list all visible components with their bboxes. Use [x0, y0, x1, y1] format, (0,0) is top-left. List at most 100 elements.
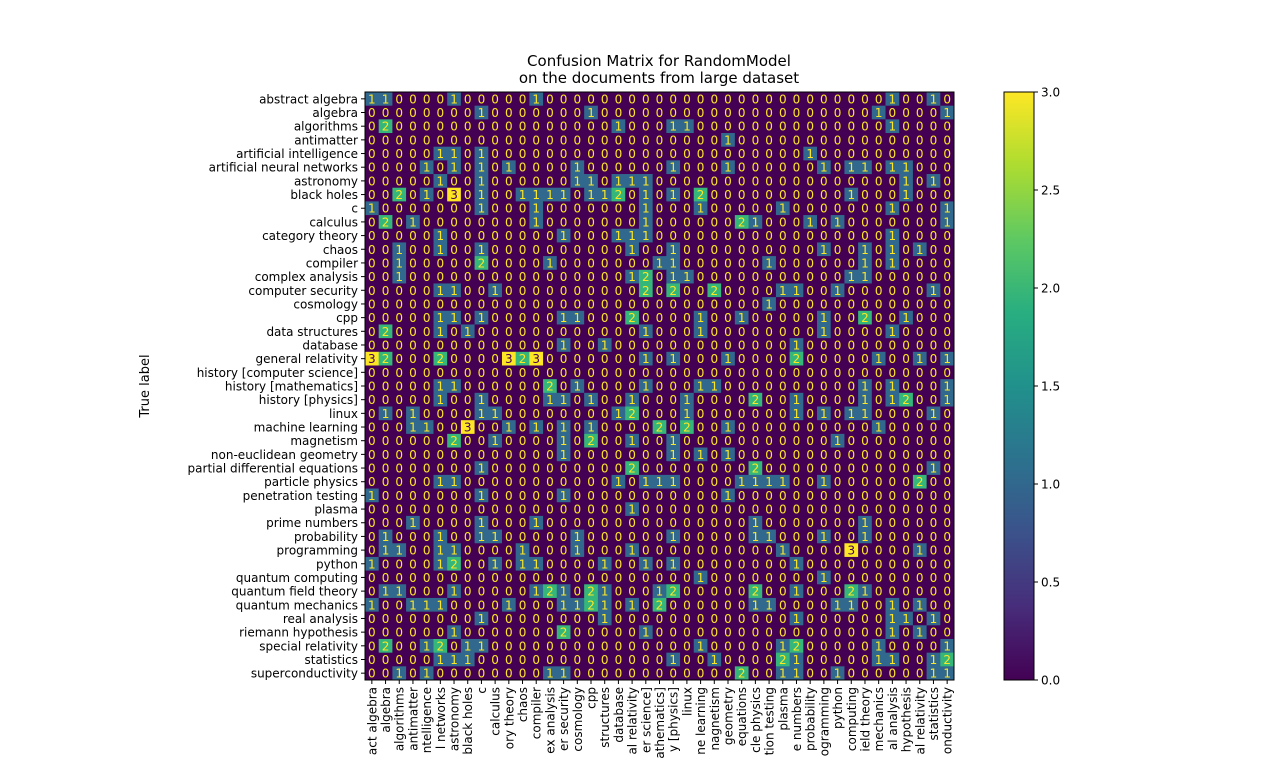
cell-value-label: 0 [601, 475, 609, 489]
matrix-cell [803, 201, 818, 216]
cell-value-label: 1 [395, 667, 403, 681]
cell-value-label: 1 [450, 626, 458, 640]
cell-value-label: 1 [916, 243, 924, 257]
cell-value-label: 0 [697, 626, 705, 640]
cell-value-label: 2 [519, 352, 527, 366]
matrix-cell [488, 242, 503, 257]
cell-value-label: 0 [628, 571, 636, 585]
matrix-cell [447, 105, 462, 120]
cell-value-label: 0 [505, 585, 513, 599]
cell-value-label: 0 [820, 188, 828, 202]
matrix-cell [529, 215, 544, 230]
cell-value-label: 0 [669, 297, 677, 311]
matrix-cell [570, 228, 585, 243]
cell-value-label: 0 [847, 147, 855, 161]
cell-value-label: 1 [669, 270, 677, 284]
cell-value-label: 1 [669, 188, 677, 202]
cell-value-label: 1 [423, 188, 431, 202]
cell-value-label: 0 [793, 202, 801, 216]
matrix-cell [803, 92, 818, 107]
cell-value-label: 0 [765, 338, 773, 352]
cell-value-label: 0 [669, 215, 677, 229]
cell-value-label: 1 [875, 639, 883, 653]
cell-value-label: 0 [738, 407, 746, 421]
cell-value-label: 0 [738, 598, 746, 612]
cell-value-label: 0 [930, 120, 938, 134]
cell-value-label: 0 [573, 270, 581, 284]
cell-value-label: 0 [889, 516, 897, 530]
cell-value-label: 1 [820, 475, 828, 489]
cell-value-label: 0 [834, 92, 842, 106]
cell-value-label: 0 [656, 338, 664, 352]
cell-value-label: 0 [669, 202, 677, 216]
cell-value-label: 0 [765, 188, 773, 202]
matrix-cell [365, 92, 380, 107]
cell-value-label: 0 [423, 215, 431, 229]
cell-value-label: 0 [532, 338, 540, 352]
cell-value-label: 0 [532, 270, 540, 284]
cell-value-label: 0 [834, 243, 842, 257]
matrix-cell [474, 187, 489, 202]
cell-value-label: 0 [532, 229, 540, 243]
cell-value-label: 0 [601, 174, 609, 188]
cell-value-label: 0 [861, 202, 869, 216]
cell-value-label: 0 [450, 133, 458, 147]
y-tick-label: magnetism [290, 434, 358, 448]
cell-value-label: 0 [642, 147, 650, 161]
cell-value-label: 1 [450, 585, 458, 599]
cell-value-label: 0 [437, 612, 445, 626]
matrix-cell [926, 160, 941, 175]
matrix-cell [638, 160, 654, 175]
cell-value-label: 0 [902, 120, 910, 134]
cell-value-label: 0 [642, 311, 650, 325]
cell-value-label: 0 [656, 530, 664, 544]
colorbar-tick-label: 0.5 [1041, 576, 1060, 590]
cell-value-label: 0 [820, 489, 828, 503]
x-tick-label: er science] [639, 687, 653, 753]
matrix-cell [775, 228, 791, 243]
matrix-cell [474, 92, 489, 107]
cell-value-label: 0 [683, 215, 691, 229]
matrix-cell [748, 92, 763, 107]
x-tick-label: chaos [516, 687, 530, 722]
cell-value-label: 0 [423, 243, 431, 257]
y-tick-label: partial differential equations [188, 462, 358, 476]
matrix-cell [447, 256, 462, 271]
matrix-cell [748, 201, 763, 216]
cell-value-label: 0 [902, 421, 910, 435]
matrix-cell [515, 105, 530, 120]
cell-value-label: 0 [464, 462, 472, 476]
matrix-cell [419, 256, 434, 271]
cell-value-label: 0 [916, 366, 924, 380]
matrix-cell [926, 133, 941, 148]
cell-value-label: 1 [820, 243, 828, 257]
cell-value-label: 0 [793, 161, 801, 175]
cell-value-label: 0 [752, 667, 760, 681]
cell-value-label: 0 [683, 256, 691, 270]
cell-value-label: 0 [724, 174, 732, 188]
cell-value-label: 1 [519, 557, 527, 571]
cell-value-label: 0 [738, 393, 746, 407]
x-tick-label: cle physics [749, 687, 763, 753]
cell-value-label: 1 [464, 325, 472, 339]
cell-value-label: 0 [368, 530, 376, 544]
cell-value-label: 0 [450, 297, 458, 311]
y-tick-label: superconductivity [251, 667, 358, 681]
cell-value-label: 0 [724, 612, 732, 626]
cell-value-label: 0 [875, 338, 883, 352]
cell-value-label: 0 [560, 503, 568, 517]
cell-value-label: 1 [423, 421, 431, 435]
matrix-cell [926, 174, 941, 189]
cell-value-label: 0 [902, 147, 910, 161]
cell-value-label: 0 [916, 489, 924, 503]
cell-value-label: 0 [628, 585, 636, 599]
matrix-cell [748, 133, 763, 148]
y-tick-label: c [351, 202, 358, 216]
matrix-cell [378, 146, 393, 161]
cell-value-label: 0 [697, 557, 705, 571]
cell-value-label: 0 [875, 448, 883, 462]
matrix-cell [529, 242, 544, 257]
matrix-cell [406, 215, 421, 230]
cell-value-label: 0 [710, 516, 718, 530]
